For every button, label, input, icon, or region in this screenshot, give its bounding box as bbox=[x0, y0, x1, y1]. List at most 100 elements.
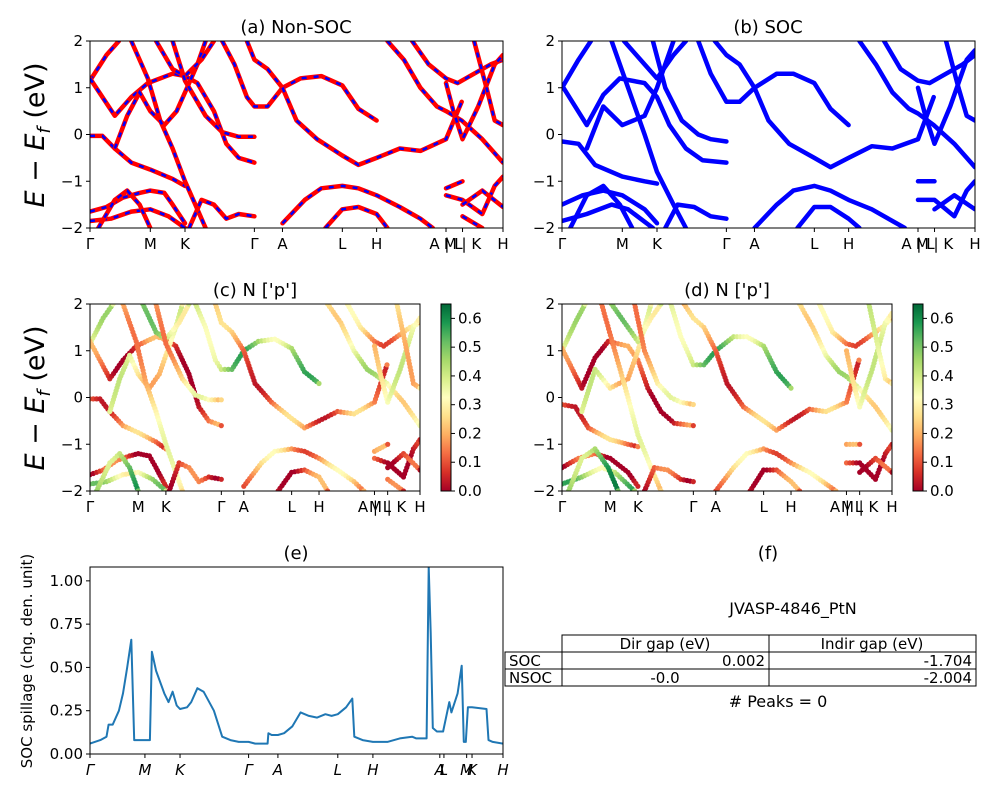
xtick-label: M bbox=[604, 498, 617, 516]
panel-d-title: (d) N ['p'] bbox=[684, 280, 770, 301]
projected-band-point bbox=[615, 488, 621, 491]
table-cell-value: 0.002 bbox=[722, 652, 765, 670]
band-line bbox=[568, 183, 635, 228]
panel-d-colorbar: 0.0 0.1 0.2 0.3 0.4 0.5 0.6 bbox=[912, 303, 954, 500]
projected-band-point bbox=[889, 469, 892, 475]
projected-band-point bbox=[889, 427, 892, 433]
xtick-label: A bbox=[239, 498, 250, 516]
panel-b-frame bbox=[561, 40, 976, 229]
projected-band-point bbox=[690, 479, 696, 485]
panel-e-title: (e) bbox=[283, 543, 308, 564]
colorbar-tick-label: 0.1 bbox=[458, 453, 482, 471]
ytick-label: 1 bbox=[73, 342, 83, 360]
xtick-label: Γ bbox=[217, 498, 226, 516]
xtick-label: A | L bbox=[429, 235, 463, 253]
projected-band-point bbox=[690, 423, 696, 429]
xtick-label: L bbox=[287, 498, 296, 516]
xtick-label: A | L bbox=[358, 498, 392, 516]
projected-band-point bbox=[635, 444, 641, 450]
xtick-label: A | L bbox=[901, 235, 935, 253]
xtick-label: A bbox=[749, 235, 760, 253]
ytick-label: 0 bbox=[73, 126, 83, 144]
xtick-label: H bbox=[313, 498, 324, 516]
xtick-label: L bbox=[440, 761, 448, 779]
band-line bbox=[881, 41, 975, 86]
xtick-label: L bbox=[338, 235, 347, 253]
panel-c-frame bbox=[89, 303, 421, 492]
panel-a-title: (a) Non-SOC bbox=[240, 17, 351, 38]
band-line-dashed bbox=[97, 188, 152, 228]
band-line bbox=[90, 41, 122, 83]
ytick-label: 0.25 bbox=[50, 702, 83, 720]
band-line-dashed bbox=[461, 215, 483, 228]
ytick-label: 0.00 bbox=[50, 745, 83, 763]
table-header-dir-gap: Dir gap (eV) bbox=[620, 635, 711, 653]
xtick-label: Γ bbox=[558, 498, 567, 516]
xtick-label: K bbox=[467, 761, 478, 779]
band-line bbox=[650, 41, 729, 144]
peaks-count: # Peaks = 0 bbox=[729, 692, 828, 711]
band-line bbox=[219, 41, 379, 123]
projected-band-point bbox=[417, 467, 420, 473]
band-line bbox=[857, 41, 975, 170]
projected-band-point bbox=[218, 366, 224, 372]
xtick-label: H bbox=[497, 761, 508, 779]
band-line bbox=[943, 41, 975, 123]
xtick-label: L bbox=[334, 761, 342, 779]
colorbar-gradient bbox=[440, 303, 452, 492]
panel-e-frame bbox=[89, 566, 504, 755]
projected-band-point bbox=[648, 304, 654, 307]
xtick-label: K bbox=[175, 761, 186, 779]
xtick-label: H bbox=[371, 235, 382, 253]
ytick-label: 1 bbox=[545, 342, 555, 360]
band-line bbox=[562, 188, 660, 226]
spillage-line bbox=[90, 567, 503, 745]
xtick-label: H bbox=[969, 235, 980, 253]
ylabel-bands-middle: E − Ef (eV) bbox=[20, 326, 55, 471]
ytick-label: 0.75 bbox=[50, 615, 83, 633]
projected-band-point bbox=[417, 437, 420, 443]
xtick-label: L bbox=[759, 498, 768, 516]
projected-band-point bbox=[889, 441, 892, 447]
ytick-label: −1 bbox=[61, 435, 83, 453]
ytick-label: 0.50 bbox=[50, 658, 83, 676]
xtick-label: M bbox=[138, 761, 151, 779]
xtick-label: M bbox=[616, 235, 629, 253]
xtick-label: M | K bbox=[444, 235, 483, 253]
ytick-label: −2 bbox=[61, 482, 83, 500]
band-line bbox=[663, 202, 729, 228]
xtick-label: H bbox=[886, 498, 897, 516]
panel-a-bands bbox=[90, 41, 503, 228]
projected-band-point bbox=[218, 423, 224, 429]
xtick-label: Γ bbox=[86, 498, 95, 516]
projected-band-point bbox=[361, 488, 367, 491]
panel-e: (e) 0.000.250.500.751.00Γ M K Γ A L H AL MK H SOC… bbox=[18, 543, 509, 779]
xtick-label: M | K bbox=[841, 498, 880, 516]
ylabel-middle: E − Ef (eV) bbox=[20, 326, 55, 471]
panel-b-bands bbox=[562, 41, 975, 228]
panel-e-spillage-line bbox=[90, 567, 503, 745]
xtick-label: K bbox=[180, 235, 191, 253]
band-line-dashed bbox=[187, 198, 255, 228]
table-cell bbox=[768, 668, 977, 687]
ytick-label: 0 bbox=[545, 389, 555, 407]
ytick-label: −2 bbox=[533, 482, 555, 500]
xtick-label: K bbox=[652, 235, 663, 253]
ylabel-bands-top: E − Ef (eV) bbox=[20, 63, 55, 208]
projected-band-point bbox=[690, 362, 696, 368]
projected-band-point bbox=[417, 423, 420, 429]
band-line bbox=[170, 41, 257, 140]
xtick-label: A bbox=[272, 761, 283, 779]
band-line bbox=[795, 204, 862, 228]
band-line bbox=[696, 41, 851, 128]
xtick-label: Γ bbox=[86, 235, 95, 253]
band-line bbox=[562, 139, 660, 186]
ytick-label: 2 bbox=[545, 295, 555, 313]
band-line bbox=[584, 41, 676, 151]
